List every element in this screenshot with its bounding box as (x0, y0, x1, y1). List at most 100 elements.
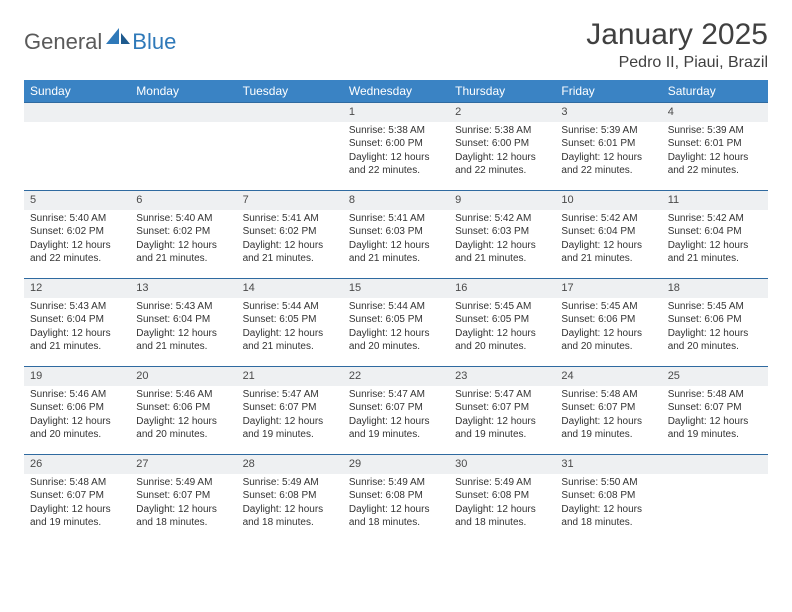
brand-logo: General Blue (24, 18, 176, 57)
month-title: January 2025 (586, 18, 768, 52)
calendar-cell: 23Sunrise: 5:47 AMSunset: 6:07 PMDayligh… (449, 366, 555, 454)
day-body: Sunrise: 5:45 AMSunset: 6:05 PMDaylight:… (449, 298, 555, 358)
day-body: Sunrise: 5:42 AMSunset: 6:04 PMDaylight:… (662, 210, 768, 270)
logo-sail-icon (106, 26, 130, 49)
calendar-cell: 12Sunrise: 5:43 AMSunset: 6:04 PMDayligh… (24, 278, 130, 366)
day-body: Sunrise: 5:38 AMSunset: 6:00 PMDaylight:… (449, 122, 555, 182)
day-body: Sunrise: 5:48 AMSunset: 6:07 PMDaylight:… (24, 474, 130, 534)
day-number (24, 102, 130, 122)
day-number: 9 (449, 190, 555, 210)
calendar-cell (130, 102, 236, 190)
calendar-cell: 27Sunrise: 5:49 AMSunset: 6:07 PMDayligh… (130, 454, 236, 542)
calendar-cell: 31Sunrise: 5:50 AMSunset: 6:08 PMDayligh… (555, 454, 661, 542)
day-body: Sunrise: 5:43 AMSunset: 6:04 PMDaylight:… (130, 298, 236, 358)
day-body: Sunrise: 5:49 AMSunset: 6:08 PMDaylight:… (343, 474, 449, 534)
sunset-text: Sunset: 6:03 PM (349, 225, 443, 239)
day-number: 6 (130, 190, 236, 210)
daylight-text: Daylight: 12 hours and 22 minutes. (668, 151, 762, 178)
logo-text-general: General (24, 29, 102, 55)
sunrise-text: Sunrise: 5:48 AM (561, 388, 655, 402)
calendar-cell: 5Sunrise: 5:40 AMSunset: 6:02 PMDaylight… (24, 190, 130, 278)
location-subtitle: Pedro II, Piaui, Brazil (586, 54, 768, 72)
daylight-text: Daylight: 12 hours and 18 minutes. (243, 503, 337, 530)
day-body: Sunrise: 5:44 AMSunset: 6:05 PMDaylight:… (343, 298, 449, 358)
sunrise-text: Sunrise: 5:46 AM (136, 388, 230, 402)
daylight-text: Daylight: 12 hours and 18 minutes. (455, 503, 549, 530)
sunrise-text: Sunrise: 5:40 AM (30, 212, 124, 226)
calendar-cell: 21Sunrise: 5:47 AMSunset: 6:07 PMDayligh… (237, 366, 343, 454)
sunrise-text: Sunrise: 5:47 AM (349, 388, 443, 402)
day-number: 18 (662, 278, 768, 298)
calendar-cell: 17Sunrise: 5:45 AMSunset: 6:06 PMDayligh… (555, 278, 661, 366)
sunrise-text: Sunrise: 5:44 AM (243, 300, 337, 314)
calendar-table: Sunday Monday Tuesday Wednesday Thursday… (24, 80, 768, 542)
sunrise-text: Sunrise: 5:47 AM (455, 388, 549, 402)
sunrise-text: Sunrise: 5:46 AM (30, 388, 124, 402)
sunset-text: Sunset: 6:05 PM (243, 313, 337, 327)
calendar-cell (662, 454, 768, 542)
calendar-cell: 7Sunrise: 5:41 AMSunset: 6:02 PMDaylight… (237, 190, 343, 278)
daylight-text: Daylight: 12 hours and 19 minutes. (349, 415, 443, 442)
day-number: 14 (237, 278, 343, 298)
calendar-cell: 14 Sunrise: 5:44 AMSunset: 6:05 PMDayligh… (237, 278, 343, 366)
day-number (237, 102, 343, 122)
daylight-text: Daylight: 12 hours and 22 minutes. (349, 151, 443, 178)
day-number: 31 (555, 454, 661, 474)
day-number: 20 (130, 366, 236, 386)
sunrise-text: Sunrise: 5:44 AM (349, 300, 443, 314)
day-number: 28 (237, 454, 343, 474)
sunrise-text: Sunrise: 5:45 AM (668, 300, 762, 314)
day-number: 8 (343, 190, 449, 210)
calendar-cell: 4Sunrise: 5:39 AMSunset: 6:01 PMDaylight… (662, 102, 768, 190)
sunset-text: Sunset: 6:00 PM (455, 137, 549, 151)
daylight-text: Daylight: 12 hours and 19 minutes. (243, 415, 337, 442)
daylight-text: Daylight: 12 hours and 19 minutes. (455, 415, 549, 442)
day-number: 27 (130, 454, 236, 474)
daylight-text: Daylight: 12 hours and 20 minutes. (30, 415, 124, 442)
day-body: Sunrise: 5:50 AMSunset: 6:08 PMDaylight:… (555, 474, 661, 534)
sunrise-text: Sunrise: 5:40 AM (136, 212, 230, 226)
day-number: 15 (343, 278, 449, 298)
calendar-header-row: Sunday Monday Tuesday Wednesday Thursday… (24, 80, 768, 102)
sunset-text: Sunset: 6:06 PM (561, 313, 655, 327)
sunrise-text: Sunrise: 5:41 AM (349, 212, 443, 226)
sunset-text: Sunset: 6:07 PM (349, 401, 443, 415)
daylight-text: Daylight: 12 hours and 18 minutes. (561, 503, 655, 530)
day-number: 22 (343, 366, 449, 386)
day-body: Sunrise: 5:38 AMSunset: 6:00 PMDaylight:… (343, 122, 449, 182)
daylight-text: Daylight: 12 hours and 21 minutes. (136, 239, 230, 266)
day-body: Sunrise: 5:47 AMSunset: 6:07 PMDaylight:… (237, 386, 343, 446)
daylight-text: Daylight: 12 hours and 18 minutes. (349, 503, 443, 530)
calendar-cell (24, 102, 130, 190)
day-body (24, 122, 130, 128)
sunset-text: Sunset: 6:07 PM (136, 489, 230, 503)
day-number: 23 (449, 366, 555, 386)
daylight-text: Daylight: 12 hours and 22 minutes. (30, 239, 124, 266)
sunset-text: Sunset: 6:01 PM (561, 137, 655, 151)
day-body: Sunrise: 5:40 AMSunset: 6:02 PMDaylight:… (24, 210, 130, 270)
day-body: Sunrise: 5:49 AMSunset: 6:08 PMDaylight:… (237, 474, 343, 534)
sunrise-text: Sunrise: 5:50 AM (561, 476, 655, 490)
day-body: Sunrise: 5:49 AMSunset: 6:07 PMDaylight:… (130, 474, 236, 534)
daylight-text: Daylight: 12 hours and 21 minutes. (243, 327, 337, 354)
day-body (662, 474, 768, 480)
calendar-cell: 15Sunrise: 5:44 AMSunset: 6:05 PMDayligh… (343, 278, 449, 366)
sunset-text: Sunset: 6:05 PM (455, 313, 549, 327)
day-number: 10 (555, 190, 661, 210)
day-number (662, 454, 768, 474)
day-number: 2 (449, 102, 555, 122)
day-number: 13 (130, 278, 236, 298)
day-number: 24 (555, 366, 661, 386)
sunset-text: Sunset: 6:06 PM (668, 313, 762, 327)
sunrise-text: Sunrise: 5:48 AM (668, 388, 762, 402)
day-number: 11 (662, 190, 768, 210)
sunrise-text: Sunrise: 5:49 AM (136, 476, 230, 490)
day-body (130, 122, 236, 128)
day-body: Sunrise: 5:41 AMSunset: 6:03 PMDaylight:… (343, 210, 449, 270)
sunset-text: Sunset: 6:04 PM (136, 313, 230, 327)
page-header: General Blue January 2025 Pedro II, Piau… (24, 18, 768, 72)
daylight-text: Daylight: 12 hours and 20 minutes. (349, 327, 443, 354)
sunset-text: Sunset: 6:02 PM (30, 225, 124, 239)
calendar-page: General Blue January 2025 Pedro II, Piau… (0, 0, 792, 542)
day-body: Sunrise: 5:41 AMSunset: 6:02 PMDaylight:… (237, 210, 343, 270)
